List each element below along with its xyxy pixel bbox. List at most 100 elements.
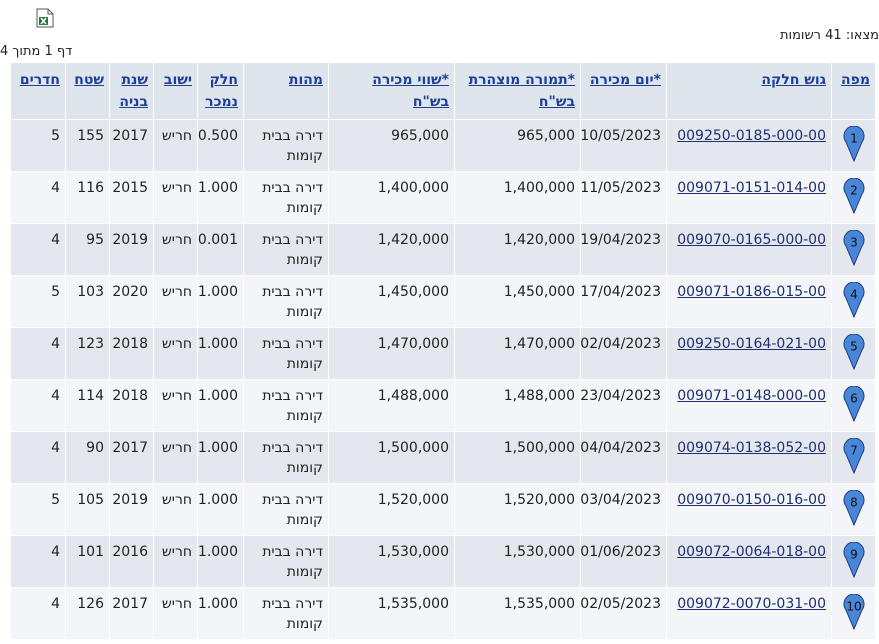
column-header[interactable]: גוש חלקה <box>666 62 832 120</box>
cell: 009070-0150-016-00 <box>666 483 832 536</box>
cell: חריש <box>153 483 198 536</box>
page-indicator: דף 1 מתוך 4 <box>0 44 73 59</box>
cell: דירה בבית קומות <box>243 275 329 328</box>
pin-number: 2 <box>850 184 858 198</box>
cell: 2018 <box>109 379 154 432</box>
cell: 7 <box>831 431 876 484</box>
cell: 009074-0138-052-00 <box>666 431 832 484</box>
map-pin[interactable]: 4 <box>843 281 865 319</box>
cell: 5 <box>831 327 876 380</box>
parcel-link[interactable]: 009071-0186-015-00 <box>677 284 826 300</box>
cell: 103 <box>65 275 110 328</box>
map-pin[interactable]: 5 <box>843 333 865 371</box>
pin-number: 10 <box>846 600 861 614</box>
cell: 1,530,000 <box>328 535 455 588</box>
parcel-link[interactable]: 009250-0164-021-00 <box>677 336 826 352</box>
excel-export-icon[interactable] <box>36 8 54 28</box>
cell: 90 <box>65 431 110 484</box>
cell: 123 <box>65 327 110 380</box>
cell: 2020 <box>109 275 154 328</box>
cell: 1,470,000 <box>454 327 581 380</box>
parcel-link[interactable]: 009074-0138-052-00 <box>677 440 826 456</box>
parcel-link[interactable]: 009072-0070-031-00 <box>677 596 826 612</box>
cell: 101 <box>65 535 110 588</box>
results-count: מצאו: 41 רשומות <box>780 28 879 43</box>
cell: 155 <box>65 119 110 172</box>
cell: 2017 <box>109 587 154 640</box>
map-pin[interactable]: 10 <box>843 593 865 631</box>
cell: 17/04/2023 <box>580 275 667 328</box>
table-row: 8 009070-0150-016-00 03/04/2023 1,520,000 1,… <box>10 483 876 536</box>
map-pin[interactable]: 3 <box>843 229 865 267</box>
cell: דירה בבית קומות <box>243 431 329 484</box>
cell: 1.000 <box>197 379 244 432</box>
column-header[interactable]: *תמורה מוצהרת בש"ח <box>454 62 581 120</box>
cell: חריש <box>153 379 198 432</box>
cell: 11/05/2023 <box>580 171 667 224</box>
cell: 02/04/2023 <box>580 327 667 380</box>
column-header[interactable]: חדרים <box>10 62 66 120</box>
map-pin[interactable]: 9 <box>843 541 865 579</box>
parcel-link[interactable]: 009072-0064-018-00 <box>677 544 826 560</box>
cell: 4 <box>10 327 66 380</box>
cell: 116 <box>65 171 110 224</box>
column-header[interactable]: שנת בניה <box>109 62 154 120</box>
column-header[interactable]: חלק נמכר <box>197 62 244 120</box>
cell: 1,500,000 <box>454 431 581 484</box>
cell: 009071-0151-014-00 <box>666 171 832 224</box>
cell: 3 <box>831 223 876 276</box>
cell: 1,500,000 <box>328 431 455 484</box>
parcel-link[interactable]: 009071-0151-014-00 <box>677 180 826 196</box>
cell: 4 <box>10 171 66 224</box>
cell: 2019 <box>109 483 154 536</box>
cell: 23/04/2023 <box>580 379 667 432</box>
map-pin[interactable]: 1 <box>843 125 865 163</box>
cell: חריש <box>153 119 198 172</box>
pin-number: 7 <box>850 444 858 458</box>
cell: 1.000 <box>197 171 244 224</box>
table-row: 1 009250-0185-000-00 10/05/2023 965,000 965,… <box>10 119 876 172</box>
cell: 10/05/2023 <box>580 119 667 172</box>
results-table: מפה גוש חלקה *יום מכירה *תמורה מוצהרת בש"ח *… <box>10 62 876 640</box>
cell: 009071-0148-000-00 <box>666 379 832 432</box>
column-header[interactable]: מהות <box>243 62 329 120</box>
cell: 009072-0064-018-00 <box>666 535 832 588</box>
parcel-link[interactable]: 009071-0148-000-00 <box>677 388 826 404</box>
column-header[interactable]: שטח <box>65 62 110 120</box>
cell: 965,000 <box>328 119 455 172</box>
cell: 4 <box>10 223 66 276</box>
table-row: 10 009072-0070-031-00 02/05/2023 1,535,000 1… <box>10 587 876 640</box>
cell: דירה בבית קומות <box>243 119 329 172</box>
cell: 1.000 <box>197 275 244 328</box>
column-header[interactable]: *יום מכירה <box>580 62 667 120</box>
cell: 009071-0186-015-00 <box>666 275 832 328</box>
cell: דירה בבית קומות <box>243 171 329 224</box>
parcel-link[interactable]: 009250-0185-000-00 <box>677 128 826 144</box>
cell: 8 <box>831 483 876 536</box>
column-header[interactable]: ישוב <box>153 62 198 120</box>
cell: 5 <box>10 483 66 536</box>
cell: 1,488,000 <box>454 379 581 432</box>
parcel-link[interactable]: 009070-0150-016-00 <box>677 492 826 508</box>
cell: 2016 <box>109 535 154 588</box>
map-pin[interactable]: 7 <box>843 437 865 475</box>
pin-number: 1 <box>850 132 858 146</box>
map-pin[interactable]: 2 <box>843 177 865 215</box>
map-pin[interactable]: 6 <box>843 385 865 423</box>
header-row: מפה גוש חלקה *יום מכירה *תמורה מוצהרת בש"ח *… <box>10 62 876 120</box>
cell: 1,535,000 <box>328 587 455 640</box>
map-pin[interactable]: 8 <box>843 489 865 527</box>
cell: חריש <box>153 587 198 640</box>
column-header[interactable]: *שווי מכירה בש"ח <box>328 62 455 120</box>
cell: 2015 <box>109 171 154 224</box>
parcel-link[interactable]: 009070-0165-000-00 <box>677 232 826 248</box>
table-row: 4 009071-0186-015-00 17/04/2023 1,450,000 1,… <box>10 275 876 328</box>
cell: 009070-0165-000-00 <box>666 223 832 276</box>
cell: חריש <box>153 171 198 224</box>
table-row: 3 009070-0165-000-00 19/04/2023 1,420,000 1,… <box>10 223 876 276</box>
cell: 1,400,000 <box>328 171 455 224</box>
cell: 2017 <box>109 431 154 484</box>
pin-number: 5 <box>850 340 858 354</box>
cell: 1,488,000 <box>328 379 455 432</box>
